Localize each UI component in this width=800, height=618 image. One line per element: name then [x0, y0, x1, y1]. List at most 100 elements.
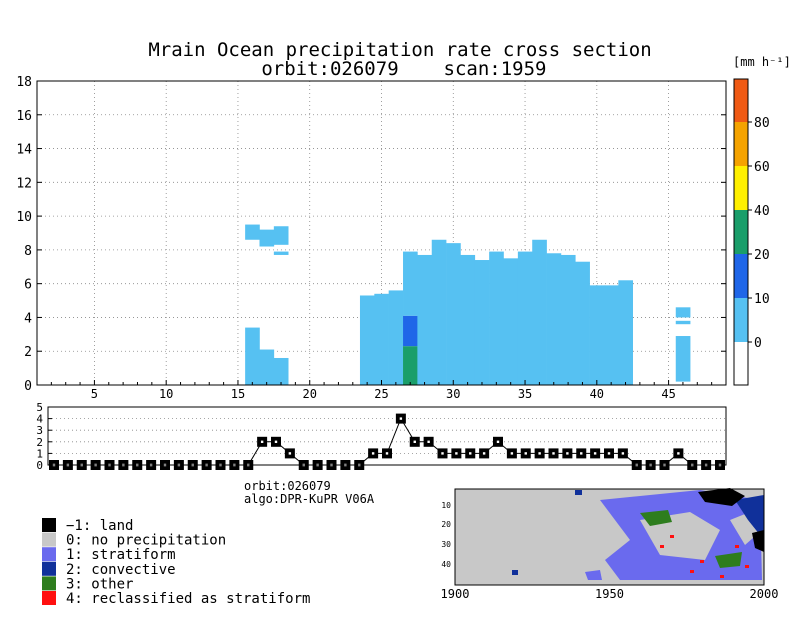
map-y-tick-label: 30: [441, 540, 451, 549]
rain-type-marker-dot: [413, 440, 416, 443]
colorbar-unit-label: [mm h⁻¹]: [733, 55, 791, 69]
precip-cell: [245, 224, 260, 240]
info-algo: algo:DPR-KuPR V06A: [244, 492, 375, 506]
sub-y-tick-label: 4: [36, 413, 43, 426]
map-region: [715, 552, 742, 568]
chart-subtitle-scan: scan:1959: [444, 58, 547, 80]
legend-label: 0: no precipitation: [66, 533, 226, 549]
map-region: [512, 570, 518, 575]
precip-cell: [546, 253, 562, 385]
precip-cell: [403, 346, 418, 385]
x-tick-label: 5: [91, 387, 98, 401]
precip-cell: [575, 261, 590, 385]
precip-cell: [675, 336, 691, 382]
legend-label: 3: other: [66, 576, 133, 592]
colorbar: [mm h⁻¹] 0 10 20 40 60 80: [733, 55, 791, 386]
colorbar-bin: [734, 254, 748, 298]
x-tick-label: 40: [590, 387, 604, 401]
precip-cell: [517, 251, 533, 385]
legend-swatch: [42, 547, 56, 562]
sub-y-tick-label: 1: [36, 447, 43, 460]
colorbar-tick-label: 20: [754, 248, 770, 263]
map-y-tick-label: 10: [441, 501, 451, 510]
precip-cell: [603, 285, 619, 385]
precip-cell: [675, 307, 691, 318]
y-tick-label: 10: [16, 210, 32, 225]
map-region: [585, 570, 602, 580]
cross-section-plot: 0 2 4 6 8 10 12 14 16 18 5 10 15 20 25 30 35 40 45: [16, 75, 727, 401]
map-reclassified-pixel: [690, 570, 694, 573]
rain-type-marker-dot: [580, 452, 583, 455]
map-reclassified-pixel: [670, 535, 674, 538]
colorbar-tick-label: 80: [754, 116, 770, 131]
colorbar-bin: [734, 342, 748, 385]
map-reclassified-pixel: [660, 545, 664, 548]
info-orbit: orbit:026079: [244, 479, 331, 493]
colorbar-bin: [734, 122, 748, 166]
rain-type-marker-dot: [469, 452, 472, 455]
precip-cell: [532, 239, 547, 385]
map-reclassified-pixel: [735, 545, 739, 548]
precip-cell: [489, 251, 504, 385]
legend-swatch: [42, 532, 56, 547]
rain-type-marker-dot: [385, 452, 389, 455]
rain-type-marker-dot: [371, 452, 375, 455]
rain-type-marker-dot: [552, 452, 555, 455]
sub-y-tick-label: 3: [36, 424, 43, 437]
rain-type-marker-dot: [538, 452, 541, 455]
precip-cell: [560, 254, 576, 385]
legend-swatch: [42, 591, 56, 605]
precip-cell: [417, 254, 433, 385]
map-region: [698, 488, 745, 506]
precip-cell: [460, 254, 476, 385]
rain-type-marker-dot: [621, 452, 625, 455]
rain-type-marker-dot: [607, 452, 611, 455]
rain-type-marker-dot: [399, 417, 403, 420]
sub-frame: [47, 406, 727, 466]
rain-type-marker-dot: [441, 452, 444, 455]
y-tick-label: 4: [24, 311, 32, 326]
x-tick-label: 20: [303, 387, 317, 401]
rain-type-marker-dot: [455, 452, 458, 455]
precip-cell: [273, 357, 289, 385]
map-x-tick-label: 2000: [750, 587, 779, 601]
rain-type-marker-dot: [260, 440, 264, 443]
precip-cell: [403, 251, 418, 316]
legend-label: 1: stratiform: [66, 547, 176, 563]
precip-cell: [403, 315, 418, 347]
legend-label: 4: reclassified as stratiform: [66, 591, 310, 607]
precip-cell: [446, 243, 461, 385]
chart-subtitle-orbit: orbit:026079: [261, 58, 398, 80]
colorbar-bin: [734, 79, 748, 122]
precip-cell: [374, 293, 389, 385]
rain-type-marker-dot: [677, 452, 680, 455]
map-region: [575, 490, 582, 495]
precip-cell: [273, 251, 289, 255]
sub-y-tick-label: 5: [36, 401, 43, 414]
rain-type-marker-dot: [427, 440, 430, 443]
y-tick-label: 6: [24, 278, 32, 293]
precip-cell: [431, 239, 447, 385]
map-y-tick-label: 40: [441, 560, 451, 569]
y-tick-label: 14: [16, 143, 32, 158]
sub-y-tick-label: 2: [36, 436, 43, 449]
map-reclassified-pixel: [745, 565, 749, 568]
colorbar-bin: [734, 166, 748, 210]
x-tick-label: 35: [518, 387, 532, 401]
colorbar-tick-label: 40: [754, 204, 770, 219]
x-tick-label: 30: [446, 387, 460, 401]
map-region: [735, 495, 764, 540]
precip-cell: [474, 260, 490, 385]
rain-type-marker-dot: [482, 452, 486, 455]
precip-cell: [259, 349, 275, 385]
precip-cell: [503, 258, 519, 385]
precip-cell: [618, 280, 633, 385]
map-reclassified-pixel: [700, 560, 704, 563]
rain-type-marker-dot: [510, 452, 514, 455]
legend-swatch: [42, 518, 56, 532]
legend-label: 2: convective: [66, 562, 176, 578]
x-tick-label: 45: [661, 387, 675, 401]
map-reclassified-pixel: [720, 575, 724, 578]
